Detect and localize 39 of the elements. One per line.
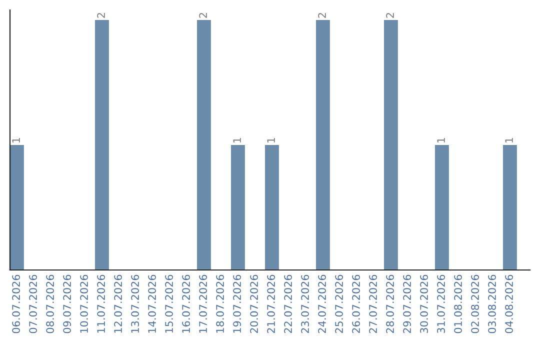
x-tick-label: 06.07.2026: [12, 274, 20, 334]
x-tick-label: 20.07.2026: [250, 274, 258, 334]
data-label: 2: [318, 13, 326, 18]
data-label: 1: [12, 138, 20, 142]
x-tick-label: 09.07.2026: [63, 274, 71, 334]
data-label: 2: [97, 13, 105, 18]
x-tick-label: 25.07.2026: [335, 274, 343, 334]
x-tick-label: 04.08.2026: [505, 274, 513, 334]
x-tick-label: 24.07.2026: [318, 274, 326, 334]
data-label: 2: [199, 13, 207, 18]
x-tick-label: 18.07.2026: [216, 274, 224, 333]
x-tick-label: 08.07.2026: [46, 274, 54, 334]
x-tick-label: 21.07.2026: [267, 274, 275, 334]
x-tick-label: 27.07.2026: [369, 274, 377, 334]
x-tick-label: 26.07.2026: [352, 274, 360, 334]
data-label: 2: [386, 13, 394, 18]
x-tick-label: 07.07.2026: [29, 274, 37, 334]
x-tick-label: 28.07.2026: [386, 274, 394, 334]
data-label: 1: [505, 138, 513, 142]
x-tick-label: 22.07.2026: [284, 274, 292, 334]
x-tick-label: 12.07.2026: [114, 274, 122, 333]
x-tick-label: 23.07.2026: [301, 274, 309, 334]
x-tick-label: 13.07.2026: [131, 274, 139, 333]
x-tick-label: 11.07.2026: [97, 274, 105, 333]
x-tick-label: 16.07.2026: [182, 274, 190, 333]
x-tick-label: 30.07.2026: [420, 274, 428, 334]
x-tick-label: 29.07.2026: [403, 274, 411, 334]
x-tick-label: 10.07.2026: [80, 274, 88, 333]
x-tick-label: 17.07.2026: [199, 274, 207, 333]
x-tick-label: 02.08.2026: [471, 274, 479, 334]
x-tick-label: 15.07.2026: [165, 274, 173, 333]
x-tick-label: 14.07.2026: [148, 274, 156, 333]
data-label: 1: [437, 138, 445, 142]
data-label: 1: [267, 138, 275, 142]
x-tick-label: 19.07.2026: [233, 274, 241, 333]
x-tick-label: 31.07.2026: [437, 274, 445, 334]
x-tick-label: 03.08.2026: [488, 274, 496, 334]
x-tick-label: 01.08.2026: [454, 274, 462, 334]
data-label: 1: [233, 138, 241, 142]
